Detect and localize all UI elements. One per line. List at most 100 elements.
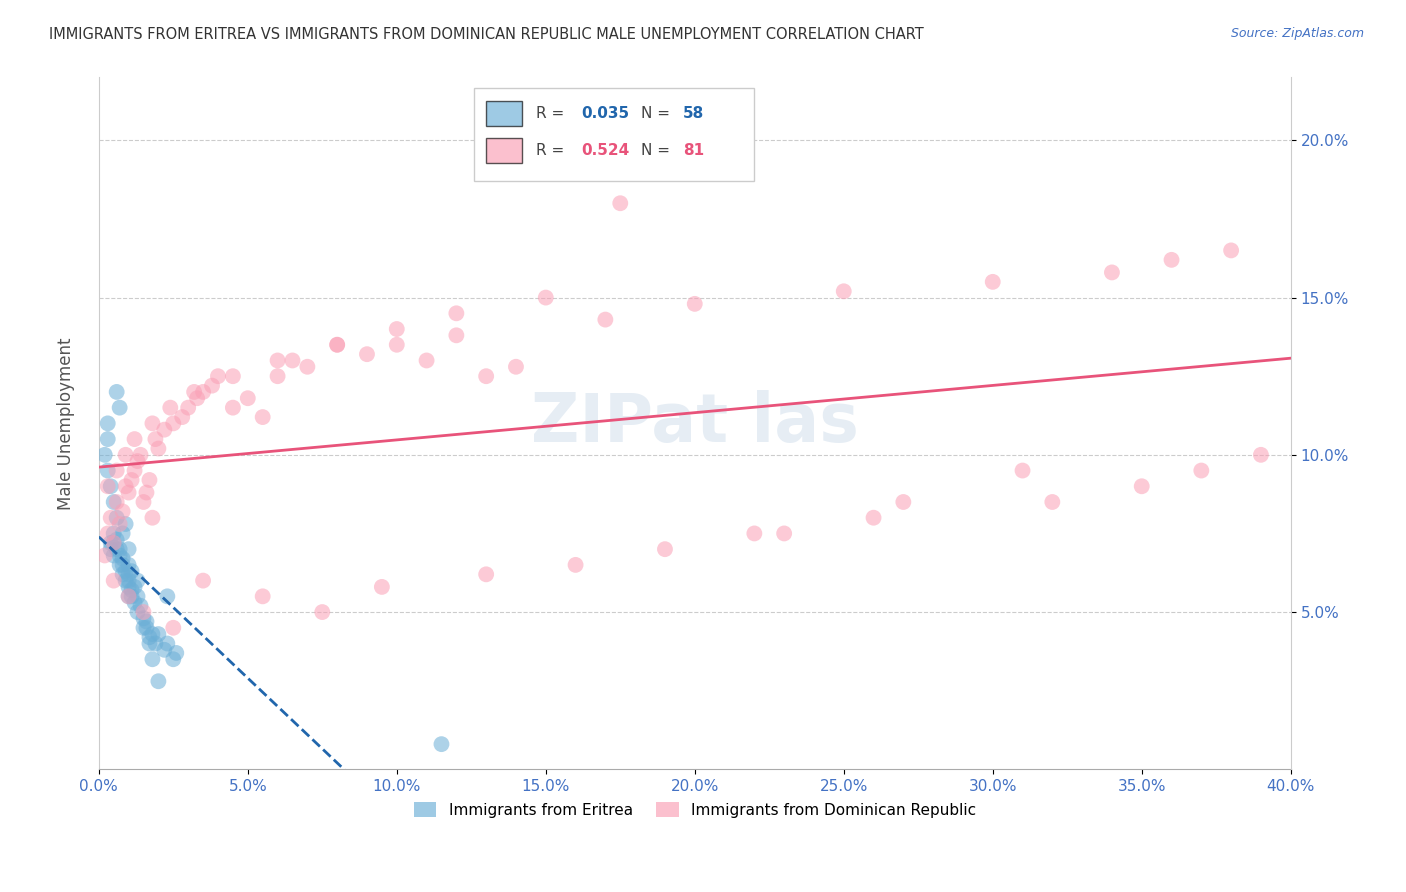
Text: Source: ZipAtlas.com: Source: ZipAtlas.com [1230,27,1364,40]
Point [132,621,155,635]
Point [129,448,152,462]
Point [252,590,274,604]
Point [311,605,333,619]
Point [162,621,184,635]
Legend: Immigrants from Eritrea, Immigrants from Dominican Republic: Immigrants from Eritrea, Immigrants from… [408,796,981,824]
Point [266,369,288,384]
Point [430,737,453,751]
Point [1250,448,1272,462]
Point [609,196,631,211]
Point [105,464,128,478]
Point [159,401,181,415]
Point [356,347,378,361]
Point [832,285,855,299]
Text: N =: N = [641,106,675,121]
Point [156,636,179,650]
Point [124,464,146,478]
FancyBboxPatch shape [486,137,522,162]
Point [111,551,134,566]
Point [129,599,152,613]
Point [141,510,163,524]
Point [683,297,706,311]
Point [111,567,134,582]
Point [135,615,157,629]
Point [326,337,349,351]
Point [505,359,527,374]
Point [162,652,184,666]
Point [103,536,125,550]
Point [534,291,557,305]
Y-axis label: Male Unemployment: Male Unemployment [58,337,75,509]
Point [138,473,160,487]
Point [114,448,136,462]
Point [156,590,179,604]
Point [1220,244,1243,258]
Point [446,306,468,320]
Point [114,564,136,578]
Point [105,384,128,399]
Point [121,590,143,604]
Point [446,328,468,343]
Point [121,582,143,597]
Point [100,542,122,557]
Point [145,636,167,650]
Point [138,636,160,650]
Text: IMMIGRANTS FROM ERITREA VS IMMIGRANTS FROM DOMINICAN REPUBLIC MALE UNEMPLOYMENT : IMMIGRANTS FROM ERITREA VS IMMIGRANTS FR… [49,27,924,42]
Point [127,574,149,588]
Point [100,510,122,524]
Point [415,353,437,368]
Point [108,542,131,557]
Point [595,312,617,326]
Point [165,646,187,660]
Point [132,605,155,619]
Point [108,549,131,563]
Point [132,495,155,509]
Point [103,574,125,588]
Point [222,401,245,415]
Point [94,448,117,462]
Text: 58: 58 [683,106,704,121]
Point [117,542,139,557]
Point [124,580,146,594]
FancyBboxPatch shape [474,87,755,181]
Point [297,359,319,374]
Point [114,479,136,493]
Point [108,516,131,531]
Point [172,410,194,425]
Point [111,558,134,572]
Point [141,652,163,666]
Point [97,464,120,478]
Point [475,369,498,384]
Point [252,410,274,425]
Point [138,630,160,644]
Point [222,369,245,384]
Text: R =: R = [536,143,569,158]
Point [385,337,408,351]
Point [191,384,214,399]
Point [773,526,796,541]
Point [117,590,139,604]
Point [114,574,136,588]
Point [111,526,134,541]
Point [1011,464,1033,478]
Point [183,384,205,399]
Point [103,536,125,550]
Point [1189,464,1212,478]
Point [135,485,157,500]
Point [117,580,139,594]
Point [105,510,128,524]
Point [108,558,131,572]
Point [127,454,149,468]
Point [1160,252,1182,267]
Point [475,567,498,582]
Point [981,275,1004,289]
Point [191,574,214,588]
Point [103,495,125,509]
Text: 0.035: 0.035 [582,106,630,121]
Point [207,369,229,384]
Point [148,674,170,689]
Point [97,479,120,493]
Text: N =: N = [641,143,675,158]
Point [891,495,914,509]
Text: ZIPat las: ZIPat las [531,391,859,457]
